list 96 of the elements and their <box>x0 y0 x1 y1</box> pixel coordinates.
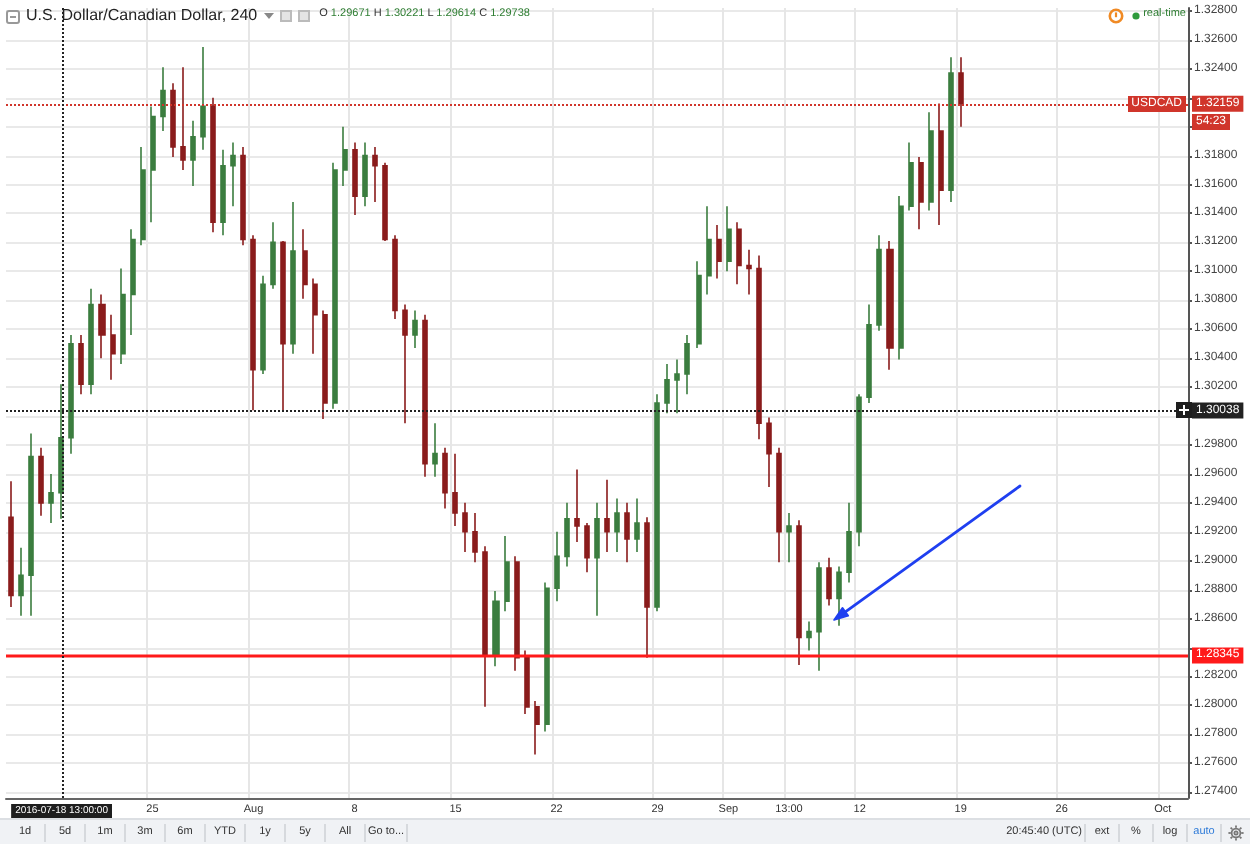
candlestick <box>856 393 862 548</box>
candlestick <box>594 502 600 617</box>
candlestick <box>664 363 670 414</box>
candlestick <box>240 146 246 247</box>
candlestick <box>342 125 348 187</box>
candlestick <box>170 82 176 158</box>
candlestick <box>614 497 620 553</box>
candlestick <box>332 162 338 410</box>
candlestick <box>836 565 842 627</box>
candlestick <box>140 146 146 247</box>
candlestick <box>392 234 398 320</box>
candlestick <box>18 546 24 617</box>
candlestick <box>302 228 308 300</box>
candlestick <box>352 141 358 216</box>
candlestick <box>806 620 812 652</box>
candlestick <box>846 502 852 584</box>
candlestick <box>180 66 186 171</box>
candlestick <box>412 309 418 349</box>
candlestick <box>78 334 84 396</box>
candlestick <box>584 522 590 574</box>
candlestick <box>432 422 438 478</box>
candlestick <box>48 473 54 524</box>
candlestick <box>756 254 762 440</box>
candlestick <box>472 512 478 563</box>
candlestick <box>372 146 378 203</box>
candlestick <box>280 240 286 412</box>
candlestick <box>696 260 702 349</box>
candlestick <box>514 555 520 672</box>
candlestick <box>260 274 266 375</box>
candlestick <box>312 277 318 355</box>
candlestick <box>624 502 630 563</box>
candlestick <box>58 383 64 520</box>
candlestick <box>958 56 964 128</box>
candlestick <box>866 303 872 404</box>
candlestick <box>38 447 44 517</box>
candlestick <box>8 480 14 608</box>
candlestick <box>492 590 500 668</box>
candlestick <box>716 224 722 280</box>
candlestick <box>88 287 94 396</box>
candlestick <box>200 46 206 151</box>
candlestick <box>706 205 712 296</box>
candlestick <box>402 303 408 425</box>
candlestick <box>130 228 136 336</box>
candlestick <box>674 358 680 414</box>
candlestick <box>452 452 458 527</box>
candlestick <box>524 649 530 715</box>
candlestick <box>120 267 126 365</box>
candlestick <box>150 105 156 223</box>
candlestick <box>482 545 488 708</box>
candlestick <box>826 557 832 607</box>
candlestick <box>504 535 510 613</box>
candlestick <box>110 313 116 381</box>
candlestick <box>644 516 650 659</box>
candlestick <box>604 478 610 553</box>
candlestick <box>816 561 822 672</box>
candlestick <box>564 502 570 568</box>
candlestick <box>876 234 882 332</box>
chart-title: U.S. Dollar/Canadian Dollar, 240 <box>26 6 258 24</box>
candlestick <box>554 530 560 603</box>
candlestick <box>68 334 74 455</box>
candlestick <box>28 432 34 617</box>
candlestick <box>654 393 660 613</box>
candlestick <box>746 248 752 296</box>
candlestick <box>270 221 276 290</box>
candlestick <box>220 148 226 236</box>
candlestick <box>574 468 580 543</box>
candlestick <box>422 313 428 478</box>
candlestick <box>938 102 944 226</box>
candlestick <box>928 111 934 212</box>
candlestick <box>918 156 924 231</box>
candlestick <box>766 416 772 488</box>
candlestick <box>634 497 640 553</box>
candlestick <box>898 195 904 361</box>
candlestick <box>534 700 540 756</box>
candlestick <box>362 141 368 208</box>
candlestick <box>726 205 732 273</box>
candlestick <box>290 201 296 355</box>
candlestick <box>160 66 166 132</box>
candlestick <box>776 447 782 563</box>
candlestick <box>544 581 550 733</box>
candlestick <box>796 519 802 666</box>
candlestick <box>322 309 328 420</box>
candlestick <box>948 56 954 203</box>
candlestick <box>250 234 256 412</box>
candlestick <box>230 141 236 208</box>
candlestick <box>684 334 690 396</box>
candlestick <box>462 502 468 553</box>
candlestick <box>210 96 216 234</box>
candlestick <box>736 221 742 286</box>
candlestick <box>886 240 894 371</box>
candlestick <box>908 141 914 212</box>
candlestick <box>786 512 792 563</box>
candlestick <box>442 447 448 510</box>
candlestick <box>190 120 196 187</box>
candlestick <box>382 162 388 242</box>
candlestick <box>98 293 106 359</box>
